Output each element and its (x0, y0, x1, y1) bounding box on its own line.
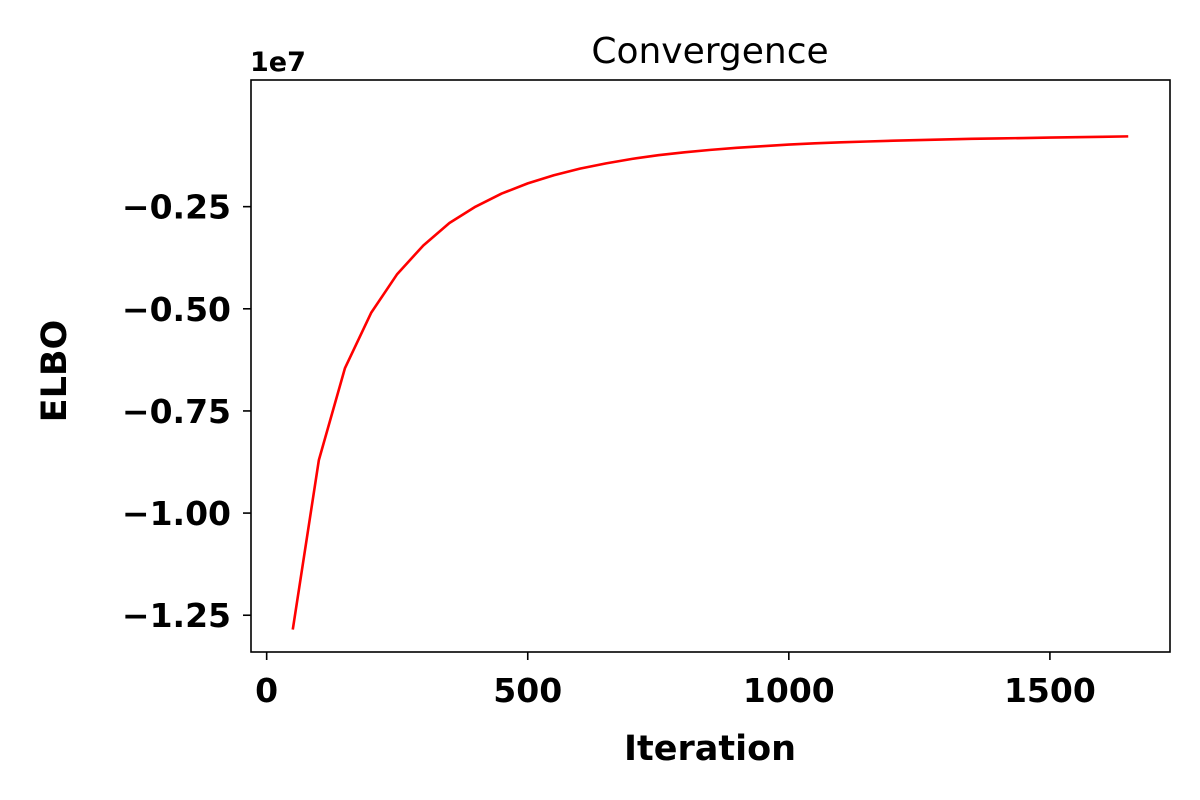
y-tick-label: −0.25 (122, 188, 231, 227)
x-tick-label: 1000 (743, 671, 835, 710)
series-layer (291, 135, 1129, 630)
y-tick-label: −0.75 (122, 392, 231, 431)
y-axis-offset-label: 1e7 (250, 47, 306, 78)
y-tick-label: −0.50 (122, 290, 231, 329)
x-axis-label: Iteration (624, 729, 796, 769)
chart-title: Convergence (591, 31, 828, 72)
axis-ticks: 0 500 1000 1500 −1.25 −1.00 −0.75 −0.50 −0.25 (122, 188, 1096, 710)
x-tick-label: 500 (493, 671, 562, 710)
x-tick-label: 1500 (1004, 671, 1096, 710)
y-axis-label: ELBO (35, 320, 75, 423)
plot-frame (250, 79, 1171, 653)
elbo-series-line (291, 135, 1129, 630)
y-tick-label: −1.25 (122, 596, 231, 635)
y-tick-label: −1.00 (122, 494, 231, 533)
x-tick-label: 0 (255, 671, 278, 710)
